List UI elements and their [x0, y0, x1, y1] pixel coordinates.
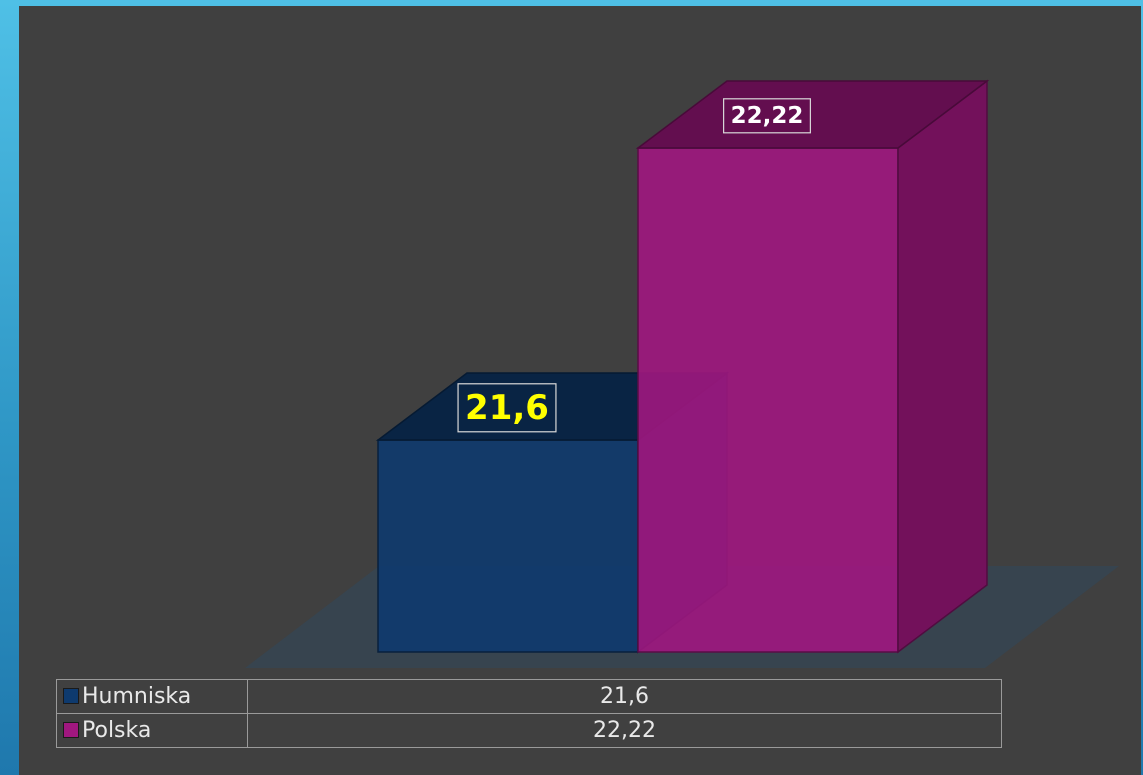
legend-swatch-humniska: [63, 688, 79, 704]
table-row: Polska 22,22: [56, 713, 1002, 748]
chart-plot: 21,6 22,22: [245, 79, 1119, 668]
bar-top-polska: [635, 80, 990, 149]
table-row: Humniska 21,6: [56, 679, 1002, 714]
data-label-box-humniska: [457, 383, 557, 433]
legend-label-humniska: Humniska: [82, 684, 192, 709]
bar-polska: [635, 79, 990, 654]
bar-side-polska: [897, 79, 988, 654]
data-label-box-polska: [723, 98, 811, 134]
bar-front-humniska: [377, 439, 639, 653]
legend-label-polska: Polska: [82, 718, 152, 743]
data-label-polska: 22,22: [731, 103, 804, 129]
chart-area: 21,6 22,22 Humniska 21,6 Polska 22,22: [19, 6, 1141, 775]
legend-swatch-polska: [63, 722, 79, 738]
table-value-polska: 22,22: [247, 713, 1002, 748]
data-table: Humniska 21,6 Polska 22,22: [56, 679, 1002, 748]
bar-front-polska: [637, 147, 899, 653]
data-label-humniska: 21,6: [465, 388, 549, 428]
table-value-humniska: 21,6: [247, 679, 1002, 714]
